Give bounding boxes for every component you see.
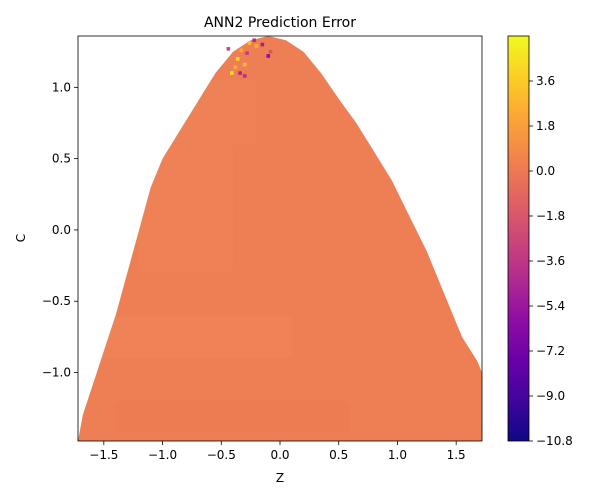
y-tick-label: 0.0: [52, 223, 71, 237]
y-axis-ticks: −1.0 −0.5 0.0 0.5 1.0: [42, 80, 78, 380]
colorbar-tick-label: −10.8: [536, 434, 573, 448]
colorbar-tick-label: 3.6: [536, 74, 555, 88]
x-tick-label: 1.0: [388, 448, 407, 462]
outlier-point: [242, 74, 247, 78]
colorbar-ticks: 3.6 1.8 0.0 −1.8 −3.6 −5.4 −7.2 −9.0 −10.8: [529, 74, 573, 448]
x-axis-ticks: −1.5 −1.0 −0.5 0.0 0.5 1.0 1.5: [89, 441, 466, 462]
x-tick-label: 0.5: [329, 448, 348, 462]
y-tick-label: 0.5: [52, 152, 71, 166]
chart-title: ANN2 Prediction Error: [204, 15, 356, 31]
outlier-points: [226, 38, 273, 78]
colorbar-tick-label: −9.0: [536, 389, 565, 403]
x-tick-label: −0.5: [207, 448, 236, 462]
x-tick-label: 0.0: [270, 448, 289, 462]
x-tick-label: −1.0: [148, 448, 177, 462]
outlier-point: [238, 71, 242, 75]
outlier-point: [254, 44, 259, 48]
outlier-point: [235, 57, 240, 61]
colorbar: 3.6 1.8 0.0 −1.8 −3.6 −5.4 −7.2 −9.0 −10.8: [507, 35, 573, 448]
outlier-point: [266, 54, 271, 58]
colorbar-tick-label: −3.6: [536, 254, 565, 268]
outlier-point: [242, 62, 247, 67]
outlier-point: [260, 42, 265, 47]
outlier-point: [226, 47, 231, 51]
outlier-point: [245, 51, 249, 55]
y-tick-label: −1.0: [42, 366, 71, 380]
colorbar-gradient: [508, 36, 529, 441]
texture-band: [139, 144, 234, 273]
outlier-point: [252, 38, 256, 43]
colorbar-tick-label: −7.2: [536, 344, 565, 358]
colorbar-tick-label: −5.4: [536, 299, 565, 313]
texture-band: [92, 315, 292, 359]
colorbar-tick-label: 1.8: [536, 119, 555, 133]
colorbar-frame: [507, 35, 530, 442]
outlier-point: [239, 48, 244, 53]
outlier-point: [268, 49, 273, 54]
x-axis-label: Z: [276, 471, 284, 485]
plot-area: [77, 35, 483, 442]
outlier-point: [233, 65, 238, 70]
x-tick-label: 1.5: [447, 448, 466, 462]
texture-band: [115, 401, 351, 433]
x-tick-label: −1.5: [89, 448, 118, 462]
outlier-point: [230, 71, 234, 75]
y-tick-label: −0.5: [42, 294, 71, 308]
outlier-point: [247, 41, 252, 45]
y-axis-label: C: [14, 234, 28, 242]
y-tick-label: 1.0: [52, 80, 71, 94]
colorbar-tick-label: 0.0: [536, 164, 555, 178]
colorbar-tick-label: −1.8: [536, 209, 565, 223]
